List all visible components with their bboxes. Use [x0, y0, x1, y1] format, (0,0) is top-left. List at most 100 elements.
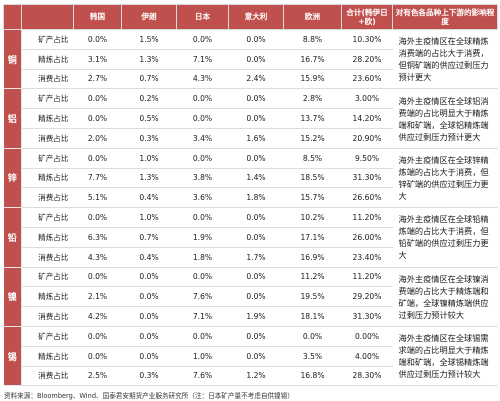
iran-cell: 0.2%: [121, 88, 177, 110]
italy-cell: 1.4%: [228, 168, 284, 189]
europe-cell: 13.7%: [283, 108, 342, 129]
impact-cell: 海外主疫情区在全球铝消费端的占比明显大于精炼端和矿端，全球铝精炼端供应过剩压力预…: [392, 88, 498, 149]
korea-cell: 0.0%: [73, 346, 122, 367]
indicator-cell: 精炼占比: [21, 49, 74, 70]
indicator-cell: 消费占比: [21, 247, 74, 268]
europe-cell: 16.7%: [283, 49, 342, 70]
impact-cell: 海外主疫情区在全球锡需求端的占比明显大于精炼端和矿端，全球锡精炼端供应过剩压力预…: [392, 326, 498, 387]
iran-cell: 1.3%: [121, 49, 177, 70]
table-row: 消费占比 2.5% 0.3% 7.6% 1.2% 16.8% 28.30%: [4, 366, 498, 387]
header-indicator: [21, 4, 74, 30]
total-cell: 29.20%: [341, 286, 393, 308]
italy-cell: 0.0%: [228, 207, 284, 228]
metal-label: 铅: [3, 207, 22, 268]
total-cell: 0.00%: [341, 326, 393, 347]
table-row: 精炼占比 3.1% 1.3% 7.1% 0.0% 16.7% 28.20%: [4, 49, 498, 70]
iran-cell: 0.7%: [121, 69, 177, 90]
table-row: 消费占比 4.2% 0.0% 7.1% 1.9% 18.1% 31.30%: [4, 306, 498, 327]
table-row: 锡矿产占比 0.0% 0.0% 0.0% 0.0% 0.0% 0.00% 海外主疫情区在全球锡…: [3, 326, 498, 387]
metal-share-table: 韩国 伊朗 日本 意大利 欧洲 合计(韩伊日+欧) 对有色各品种上下游的影响程度…: [3, 4, 498, 387]
korea-cell: 2.1%: [73, 286, 122, 308]
iran-cell: 0.0%: [121, 267, 177, 288]
italy-cell: 0.0%: [228, 326, 284, 347]
metal-label: 铜: [3, 29, 22, 90]
indicator-cell: 矿产占比: [21, 267, 74, 288]
total-cell: 14.20%: [341, 108, 393, 129]
indicator-cell: 消费占比: [21, 306, 74, 327]
header-row: 韩国 伊朗 日本 意大利 欧洲 合计(韩伊日+欧) 对有色各品种上下游的影响程度: [3, 4, 498, 30]
europe-cell: 15.2%: [283, 128, 342, 149]
korea-cell: 0.0%: [73, 108, 122, 129]
table-row: 铝矿产占比 0.0% 0.2% 0.0% 0.0% 2.8% 3.00% 海外主疫情区在全球铝…: [3, 88, 498, 149]
japan-cell: 0.0%: [176, 88, 229, 110]
header-korea: 韩国: [73, 4, 122, 30]
total-cell: 26.00%: [341, 227, 393, 248]
table-row: 消费占比 4.3% 0.4% 1.8% 1.7% 16.9% 23.40%: [4, 247, 498, 268]
impact-cell: 海外主疫情区在全球锌精炼端的占比大于消费，但锌矿端的供应过剩压力更大: [392, 148, 498, 209]
metal-label: 锡: [3, 326, 22, 387]
header-europe: 欧洲: [283, 4, 342, 30]
indicator-cell: 消费占比: [21, 128, 74, 149]
japan-cell: 0.0%: [176, 148, 229, 169]
header-total: 合计(韩伊日+欧): [341, 4, 393, 30]
indicator-cell: 矿产占比: [21, 207, 74, 228]
korea-cell: 0.0%: [73, 267, 122, 288]
indicator-cell: 精炼占比: [21, 227, 74, 248]
italy-cell: 0.0%: [228, 148, 284, 169]
italy-cell: 1.7%: [228, 247, 284, 268]
japan-cell: 3.6%: [176, 187, 229, 209]
europe-cell: 0.0%: [283, 326, 342, 347]
korea-cell: 0.0%: [73, 207, 122, 228]
metal-label: 锌: [3, 148, 22, 209]
italy-cell: 0.0%: [228, 108, 284, 129]
italy-cell: 1.8%: [228, 187, 284, 209]
iran-cell: 0.4%: [121, 247, 177, 268]
korea-cell: 2.0%: [73, 128, 122, 149]
table-body: 铜矿产占比 0.0% 1.5% 0.0% 0.0% 8.8% 10.30% 海外主疫情区在全球…: [3, 29, 498, 387]
iran-cell: 1.5%: [121, 29, 177, 50]
table-row: 精炼占比 0.0% 0.5% 0.0% 0.0% 13.7% 14.20%: [4, 108, 498, 129]
europe-cell: 16.8%: [283, 366, 342, 387]
europe-cell: 15.7%: [283, 187, 342, 209]
japan-cell: 1.9%: [176, 227, 229, 248]
table-row: 精炼占比 2.1% 0.0% 7.6% 0.0% 19.5% 29.20%: [4, 286, 498, 308]
impact-cell: 海外主疫情区在全球铅精炼端的占比大于消费，但铅矿端的供应过剩压力更大: [392, 207, 498, 268]
metal-label: 铝: [3, 88, 22, 149]
europe-cell: 18.1%: [283, 306, 342, 327]
iran-cell: 1.0%: [121, 148, 177, 169]
korea-cell: 0.0%: [73, 326, 122, 347]
header-metal: [3, 4, 22, 30]
japan-cell: 3.4%: [176, 128, 229, 149]
total-cell: 10.30%: [341, 29, 393, 50]
korea-cell: 7.7%: [73, 168, 122, 189]
iran-cell: 1.3%: [121, 168, 177, 189]
iran-cell: 0.4%: [121, 187, 177, 209]
japan-cell: 7.1%: [176, 306, 229, 327]
total-cell: 23.60%: [341, 69, 393, 90]
total-cell: 31.30%: [341, 168, 393, 189]
japan-cell: 1.8%: [176, 247, 229, 268]
japan-cell: 0.0%: [176, 326, 229, 347]
table-row: 铅矿产占比 0.0% 1.0% 0.0% 0.0% 10.2% 11.20% 海外主疫情区在全…: [3, 207, 498, 268]
indicator-cell: 矿产占比: [21, 88, 74, 110]
korea-cell: 0.0%: [73, 148, 122, 169]
korea-cell: 0.0%: [73, 29, 122, 50]
iran-cell: 0.0%: [121, 306, 177, 327]
table-row: 消费占比 5.1% 0.4% 3.6% 1.8% 15.7% 26.60%: [4, 187, 498, 209]
iran-cell: 0.7%: [121, 227, 177, 248]
italy-cell: 0.0%: [228, 346, 284, 367]
total-cell: 4.00%: [341, 346, 393, 367]
header-impact: 对有色各品种上下游的影响程度: [392, 4, 498, 30]
japan-cell: 3.8%: [176, 168, 229, 189]
total-cell: 9.50%: [341, 148, 393, 169]
table-row: 镍矿产占比 0.0% 0.0% 0.0% 0.0% 11.2% 11.20% 海外主疫情区在全…: [3, 267, 498, 327]
europe-cell: 2.8%: [283, 88, 342, 110]
total-cell: 26.60%: [341, 187, 393, 209]
indicator-cell: 矿产占比: [21, 326, 74, 347]
total-cell: 11.20%: [341, 207, 393, 228]
indicator-cell: 消费占比: [21, 69, 74, 90]
table-row: 精炼占比 6.3% 0.7% 1.9% 0.0% 17.1% 26.00%: [4, 227, 498, 248]
total-cell: 31.30%: [341, 306, 393, 327]
indicator-cell: 精炼占比: [21, 108, 74, 129]
